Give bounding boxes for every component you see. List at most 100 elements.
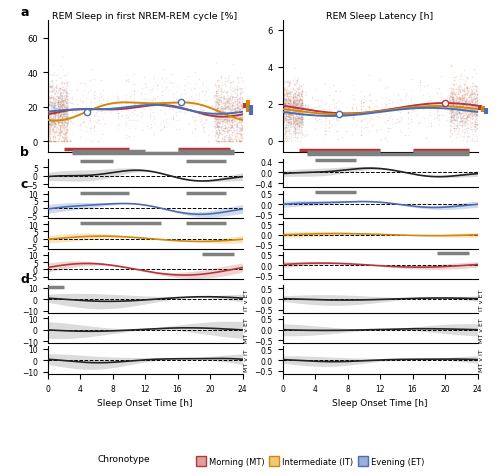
Point [50, 111, 58, 119]
Point [228, 118, 236, 125]
Point [224, 109, 232, 116]
Point [218, 123, 226, 131]
Point [472, 136, 480, 143]
Point [47, 116, 55, 123]
Point [130, 88, 138, 96]
Point [282, 100, 290, 108]
Point [459, 91, 467, 99]
Point [58, 113, 66, 120]
Point [280, 110, 288, 118]
Point [455, 126, 463, 133]
Point [470, 118, 478, 126]
Point [56, 105, 64, 112]
Point [216, 97, 224, 104]
Point [236, 117, 244, 124]
Point [293, 111, 301, 119]
Point [50, 95, 58, 102]
Point [453, 121, 461, 129]
Point [44, 132, 52, 140]
Point [448, 109, 456, 116]
Point [63, 119, 71, 127]
Point [221, 102, 229, 110]
Point [48, 123, 56, 131]
Point [284, 122, 292, 130]
Point [227, 118, 235, 125]
Point [60, 135, 68, 142]
Point [286, 106, 294, 113]
Point [54, 128, 62, 135]
Point [82, 124, 90, 132]
Point [224, 102, 232, 109]
Point [460, 98, 468, 105]
Point [56, 103, 64, 111]
Point [470, 89, 478, 97]
Point [58, 110, 66, 118]
Point [292, 97, 300, 104]
Point [47, 122, 55, 130]
Point [280, 93, 288, 100]
Point [222, 105, 230, 113]
Point [218, 135, 226, 142]
Point [298, 112, 306, 119]
Point [232, 112, 239, 120]
Point [51, 107, 59, 114]
Point [230, 128, 238, 136]
Point [400, 104, 408, 112]
Point [454, 123, 462, 131]
Point [54, 95, 62, 102]
Point [365, 109, 373, 117]
Point [453, 108, 461, 116]
Point [463, 99, 471, 107]
Point [320, 106, 328, 113]
Point [469, 80, 477, 88]
Point [231, 108, 239, 115]
Point [51, 89, 59, 97]
Point [46, 115, 54, 122]
Point [214, 131, 222, 139]
Point [62, 117, 70, 125]
Point [470, 124, 478, 132]
Point [365, 98, 373, 106]
Point [298, 127, 306, 134]
Point [289, 101, 297, 109]
Point [382, 136, 390, 144]
Point [394, 91, 402, 99]
Title: REM Sleep in first NREM-REM cycle [%]: REM Sleep in first NREM-REM cycle [%] [52, 12, 238, 20]
Point [216, 116, 224, 124]
Point [181, 90, 189, 98]
Point [292, 109, 300, 116]
Point [52, 127, 60, 135]
Point [292, 91, 300, 99]
Point [233, 111, 241, 119]
Point [46, 130, 54, 138]
Point [54, 102, 62, 110]
Point [468, 112, 475, 119]
Point [54, 113, 62, 120]
Point [169, 115, 177, 123]
Point [60, 138, 68, 146]
Point [294, 89, 302, 97]
Point [462, 98, 469, 105]
Point [44, 127, 52, 134]
Point [46, 121, 54, 129]
Point [52, 83, 60, 91]
Point [55, 122, 63, 129]
Point [280, 116, 288, 124]
Point [56, 112, 64, 120]
Point [56, 133, 64, 140]
Point [472, 112, 480, 119]
Point [294, 106, 302, 114]
Point [54, 74, 62, 82]
Point [295, 105, 303, 112]
Point [284, 106, 292, 113]
Point [219, 108, 227, 115]
Point [286, 79, 294, 86]
Point [52, 114, 60, 122]
Point [58, 116, 66, 123]
Point [449, 112, 457, 120]
Point [460, 115, 468, 122]
Point [361, 107, 369, 114]
Point [44, 117, 52, 124]
Point [466, 96, 474, 103]
Point [286, 110, 294, 118]
